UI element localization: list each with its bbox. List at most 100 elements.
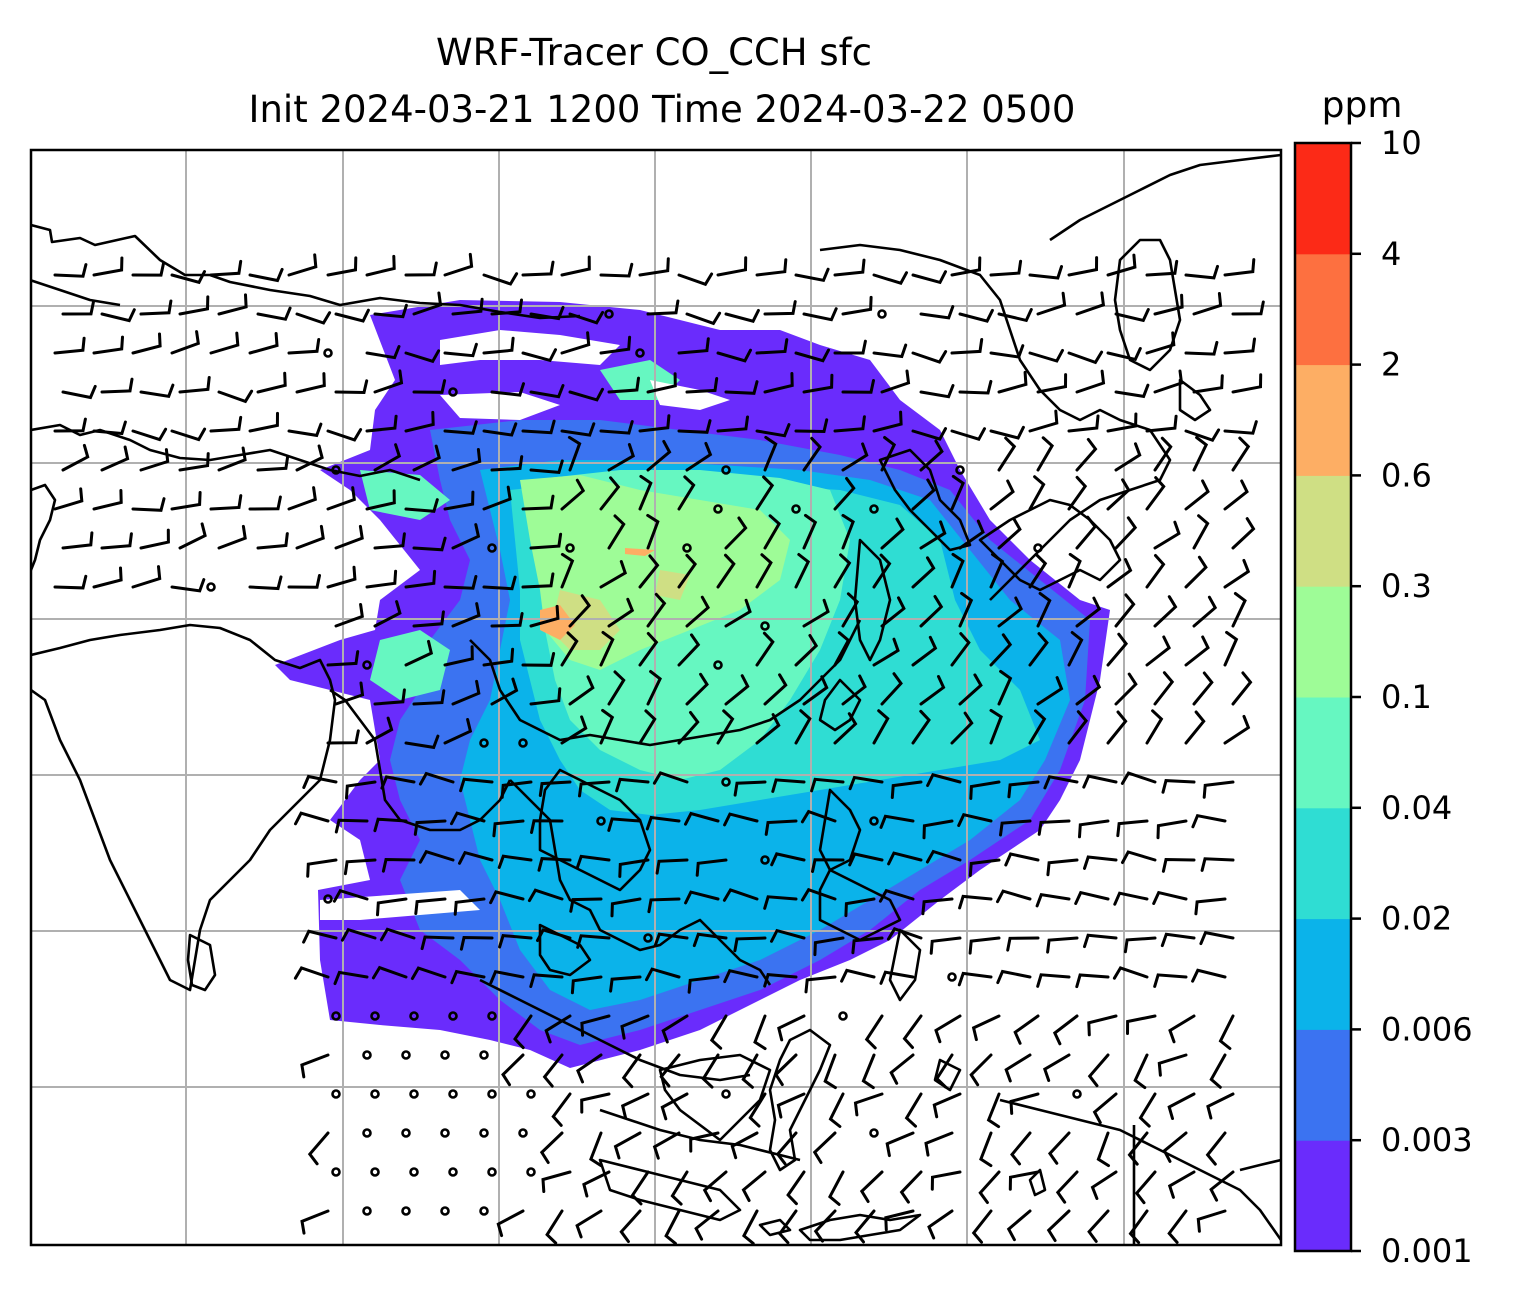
wind-barb	[217, 446, 247, 472]
wind-barb	[997, 308, 1033, 323]
wind-barb	[1036, 973, 1071, 988]
wind-barb	[811, 858, 845, 873]
wind-barb	[802, 675, 829, 706]
title-line-1: WRF-Tracer CO_CCH sfc	[436, 31, 872, 74]
wind-barb	[139, 528, 170, 550]
wind-barb	[997, 436, 1017, 472]
colorbar-segment	[1295, 586, 1351, 698]
wind-barb	[685, 377, 719, 394]
wind-barb	[521, 419, 556, 435]
wind-barb	[804, 975, 837, 994]
wind-barb	[986, 1092, 1001, 1129]
wind-barb	[1200, 857, 1235, 872]
wind-barb	[576, 1053, 603, 1084]
field-level-2	[540, 548, 655, 640]
wind-barb	[333, 970, 369, 986]
wind-barb	[802, 436, 822, 472]
wind-barb	[911, 635, 938, 667]
wind-barb	[677, 475, 696, 511]
wind-barb	[500, 780, 533, 799]
wind-barb	[365, 716, 394, 745]
wind-barb	[755, 338, 789, 355]
wind-barb	[853, 1092, 884, 1117]
wind-barb	[677, 553, 698, 589]
wind-barb	[958, 673, 983, 706]
wind-barb	[412, 291, 443, 316]
wind-barb	[458, 850, 494, 865]
colorbar-segment	[1295, 697, 1351, 809]
wind-barb	[878, 888, 915, 903]
wind-barb	[443, 490, 475, 511]
wind-barb	[646, 513, 660, 550]
wind-barb	[630, 1170, 650, 1206]
wind-barb	[513, 1014, 533, 1050]
wind-barb	[373, 532, 406, 550]
wind-barb	[773, 1053, 798, 1087]
colorbar-tick-label: 0.6	[1381, 456, 1432, 494]
wind-barb	[482, 422, 518, 437]
wind-barb	[1028, 409, 1059, 433]
wind-barb	[544, 1014, 572, 1044]
wind-barb	[922, 819, 954, 840]
wind-barb	[810, 777, 845, 793]
wind-barb	[1145, 554, 1166, 589]
wind-barb	[911, 709, 931, 745]
wind-barb	[755, 258, 788, 277]
wind-barb	[490, 677, 519, 706]
wind-barb	[1192, 595, 1218, 628]
calm-wind-marker	[448, 1167, 458, 1177]
wind-barb	[599, 262, 634, 278]
calm-wind-marker	[838, 1011, 848, 1021]
wind-barb	[1160, 932, 1196, 948]
wind-barb	[482, 485, 512, 511]
calm-wind-marker	[791, 504, 801, 514]
wind-barb	[365, 254, 396, 277]
wind-barb	[1223, 420, 1258, 435]
wind-barb	[770, 928, 806, 943]
title-line-2: Init 2024-03-21 1200 Time 2024-03-22 050…	[249, 88, 1076, 131]
wind-barb	[971, 1014, 1001, 1042]
wind-barb	[248, 267, 284, 283]
wind-barb	[716, 415, 749, 433]
wind-barb	[794, 267, 830, 283]
wind-barb	[1067, 475, 1088, 511]
wind-barb	[1184, 710, 1206, 745]
wind-barb	[1106, 710, 1128, 745]
wind-barb	[92, 420, 127, 436]
wind-barb	[926, 773, 962, 787]
wind-barb	[178, 376, 211, 394]
calm-wind-marker	[869, 816, 879, 826]
wind-barb	[1046, 858, 1079, 877]
calm-wind-marker	[869, 504, 879, 514]
wind-barb	[100, 377, 134, 394]
wind-barb	[919, 675, 946, 706]
wind-barb	[1223, 558, 1251, 589]
wind-barb	[217, 389, 254, 404]
wind-barb	[1184, 264, 1219, 280]
wind-barb	[607, 670, 626, 706]
wind-barb	[489, 890, 525, 905]
calm-wind-marker	[955, 465, 965, 475]
wind-barb	[541, 1170, 572, 1193]
wind-barb	[560, 631, 579, 667]
wind-barb	[652, 1131, 681, 1160]
calm-wind-marker	[869, 1128, 879, 1138]
colorbar-ticks: 0.001 0.003 0.006 0.02 0.04 0.1 0.3 0.6 2 4 10	[1351, 124, 1473, 1270]
wind-barb	[527, 888, 564, 903]
colorbar-segment	[1295, 475, 1351, 587]
wind-barb	[802, 598, 830, 628]
wind-barb	[1145, 414, 1178, 433]
wind-barb	[930, 1170, 962, 1191]
colorbar-segment	[1295, 807, 1351, 920]
wind-barb	[802, 513, 818, 550]
wind-barb	[1055, 1170, 1079, 1204]
wind-barb	[685, 441, 713, 472]
wind-barb	[957, 812, 993, 827]
wind-barb	[677, 337, 710, 355]
wind-barb	[677, 419, 712, 434]
wind-barb	[1037, 819, 1071, 836]
wind-barb	[615, 777, 650, 793]
wind-barb	[294, 811, 330, 826]
wind-barb	[925, 849, 962, 864]
wind-barb	[1145, 331, 1176, 355]
